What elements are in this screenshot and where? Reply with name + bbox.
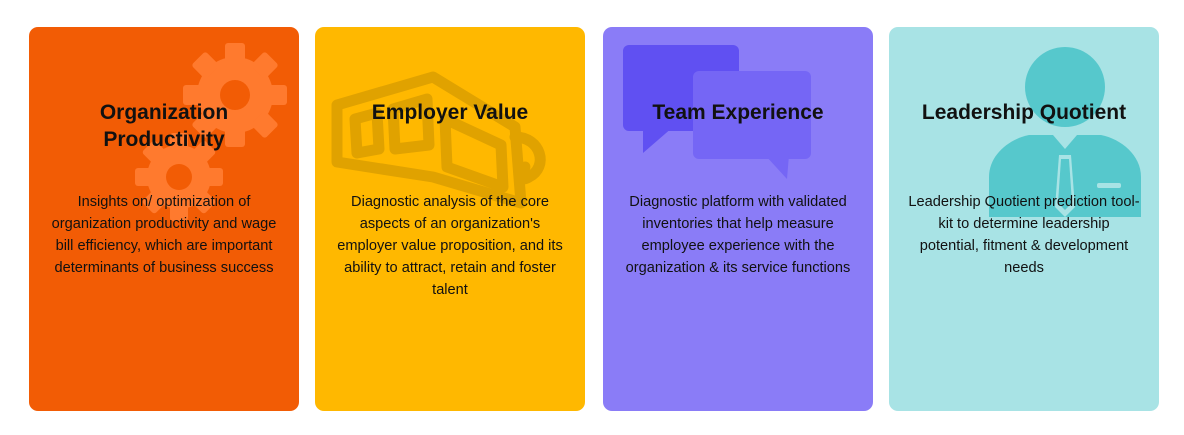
card-title: Employer Value — [315, 99, 585, 126]
card-leadership-quotient: Leadership Quotient Leadership Quotient … — [889, 27, 1159, 411]
card-description: Leadership Quotient prediction tool-kit … — [908, 194, 1140, 276]
card-title-line1: Organization — [99, 101, 229, 124]
card-title: Organization Productivity — [29, 99, 299, 153]
card-organization-productivity: Organization Productivity Insights on/ o… — [29, 27, 299, 411]
card-title-line1: Leadership Quotient — [921, 101, 1127, 124]
card-description: Diagnostic platform with validated inven… — [625, 194, 851, 276]
card-title: Leadership Quotient — [889, 99, 1159, 126]
card-description: Insights on/ optimization of organizatio… — [51, 194, 277, 276]
card-employer-value: Employer Value Diagnostic analysis of th… — [315, 27, 585, 411]
card-team-experience: Team Experience Diagnostic platform with… — [603, 27, 873, 411]
card-title: Team Experience — [603, 99, 873, 126]
card-title-line1: Team Experience — [652, 101, 824, 124]
card-title-line2: Productivity — [103, 128, 225, 151]
card-description: Diagnostic analysis of the core aspects … — [337, 194, 563, 298]
card-title-line1: Employer Value — [371, 101, 529, 124]
